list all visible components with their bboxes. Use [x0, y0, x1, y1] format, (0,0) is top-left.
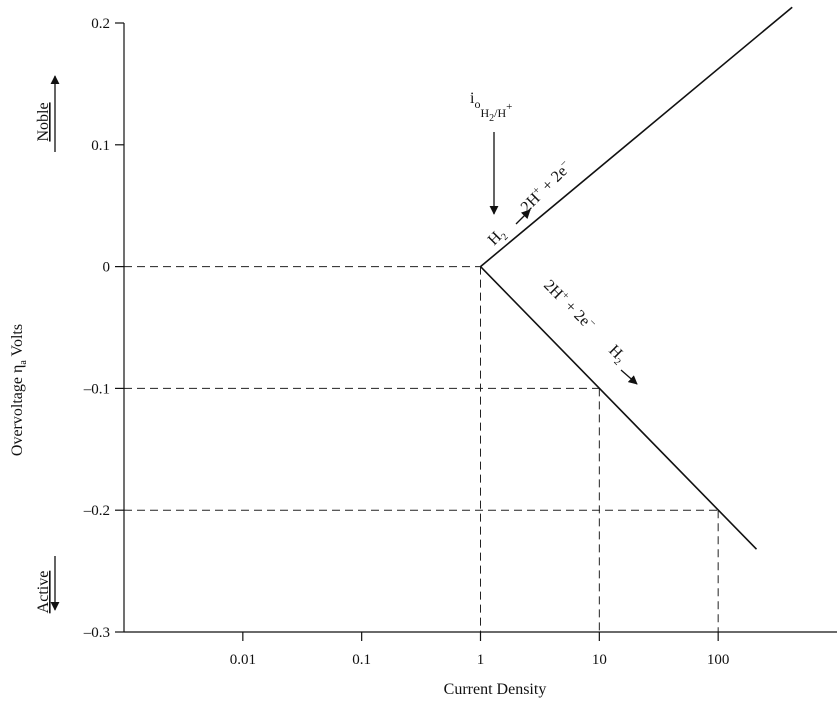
anodic-reaction-arrow-icon: [515, 209, 531, 225]
active-label: Active: [35, 571, 52, 614]
x-axis-ticks: 0.01 0.1 1 10 100: [230, 632, 730, 668]
noble-label: Noble: [35, 102, 52, 141]
y-tick-label: 0: [103, 260, 111, 276]
x-tick-label: 0.01: [230, 652, 256, 668]
cathodic-branch-line: [479, 266, 758, 550]
y-tick-label: –0.2: [83, 503, 110, 519]
y-axis-title-units: Volts: [9, 324, 26, 360]
y-axis-ticks: 0.2 0.1 0 –0.1 –0.2 –0.3: [83, 16, 124, 641]
y-axis-title: Overvoltage ηa Volts: [9, 324, 29, 456]
cathodic-reaction-label: 2H+ + 2e−H2: [538, 275, 630, 367]
series-lines: [479, 6, 793, 550]
anodic-reaction-label: H2 2H+ + 2e−: [483, 157, 577, 251]
guide-lines: [124, 266, 719, 632]
y-tick-label: –0.1: [83, 381, 110, 397]
x-tick-label: 100: [707, 652, 730, 668]
y-tick-label: 0.1: [91, 138, 110, 154]
y-axis-title-subscript: a: [18, 360, 29, 365]
y-tick-label: –0.3: [83, 625, 110, 641]
anodic-branch-line: [479, 6, 793, 268]
x-tick-label: 10: [592, 652, 607, 668]
cathodic-reaction-arrow-icon: [620, 369, 638, 385]
exchange-current-label: ioH2/H+: [470, 90, 512, 124]
x-tick-label: 1: [477, 652, 485, 668]
x-axis-title: Current Density: [444, 681, 547, 698]
x-tick-label: 0.1: [352, 652, 371, 668]
y-axis-title-main: Overvoltage η: [9, 365, 26, 456]
y-tick-label: 0.2: [91, 16, 110, 32]
